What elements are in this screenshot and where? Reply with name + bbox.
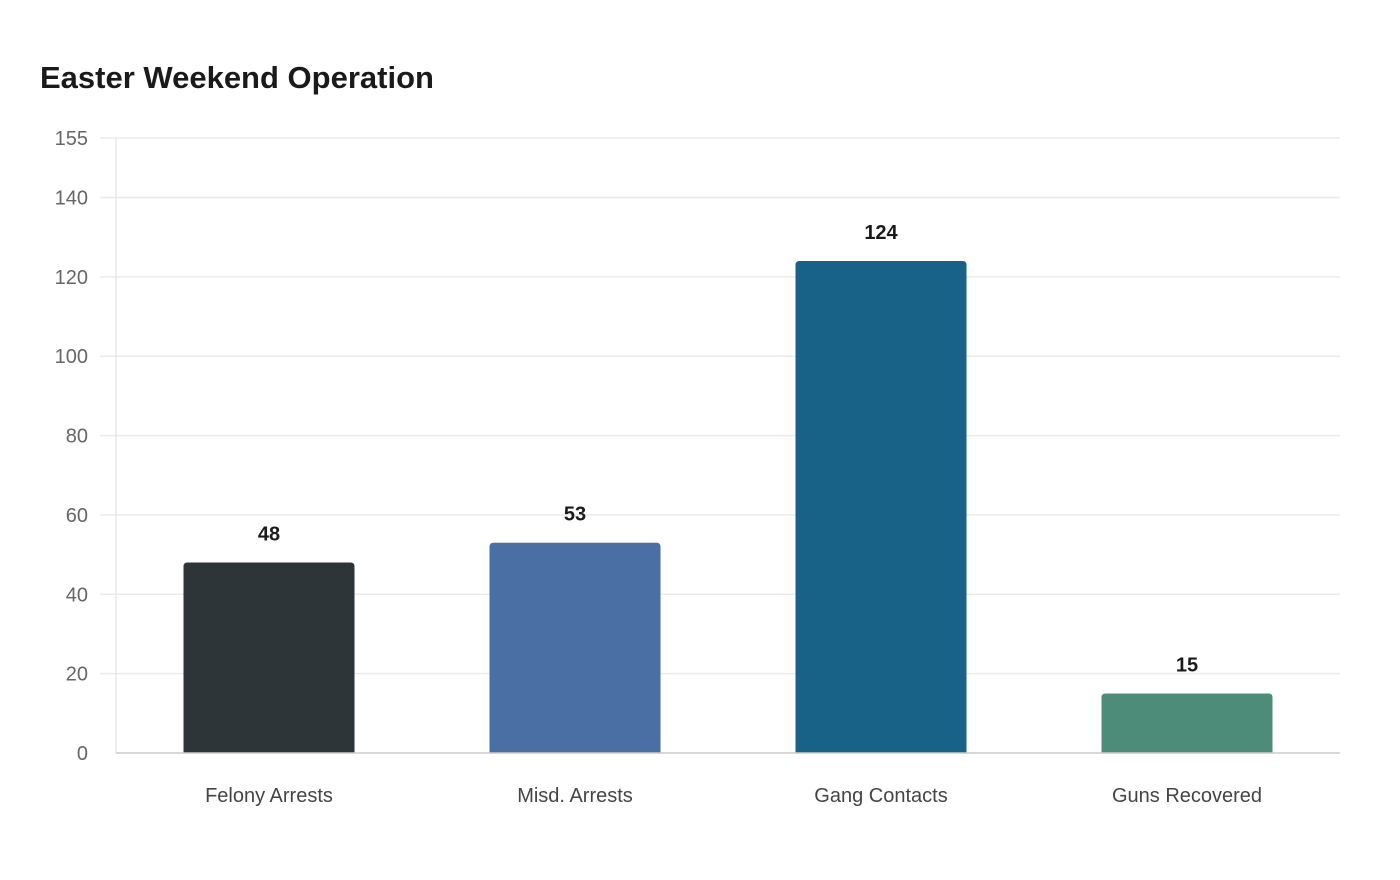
x-tick-label: Felony Arrests [205, 785, 333, 807]
x-tick-label: Gang Contacts [814, 785, 947, 807]
data-label: 124 [864, 222, 898, 244]
bar [1101, 693, 1273, 753]
x-tick-label: Misd. Arrests [517, 785, 633, 807]
y-tick-label: 140 [55, 188, 88, 210]
bar [183, 562, 355, 753]
y-tick-label: 80 [66, 426, 88, 448]
y-tick-label: 100 [55, 346, 88, 368]
y-tick-label: 0 [77, 743, 88, 765]
chart-title: Easter Weekend Operation [40, 60, 434, 95]
y-tick-label: 120 [55, 267, 88, 289]
data-label: 48 [258, 524, 280, 546]
y-tick-label: 40 [66, 584, 88, 606]
x-tick-label: Guns Recovered [1112, 785, 1262, 807]
bar [489, 542, 661, 753]
y-tick-label: 155 [55, 128, 88, 150]
bar [795, 261, 967, 753]
data-label: 53 [564, 504, 586, 526]
data-label: 15 [1176, 654, 1198, 676]
y-tick-label: 20 [66, 664, 88, 686]
y-tick-label: 60 [66, 505, 88, 527]
